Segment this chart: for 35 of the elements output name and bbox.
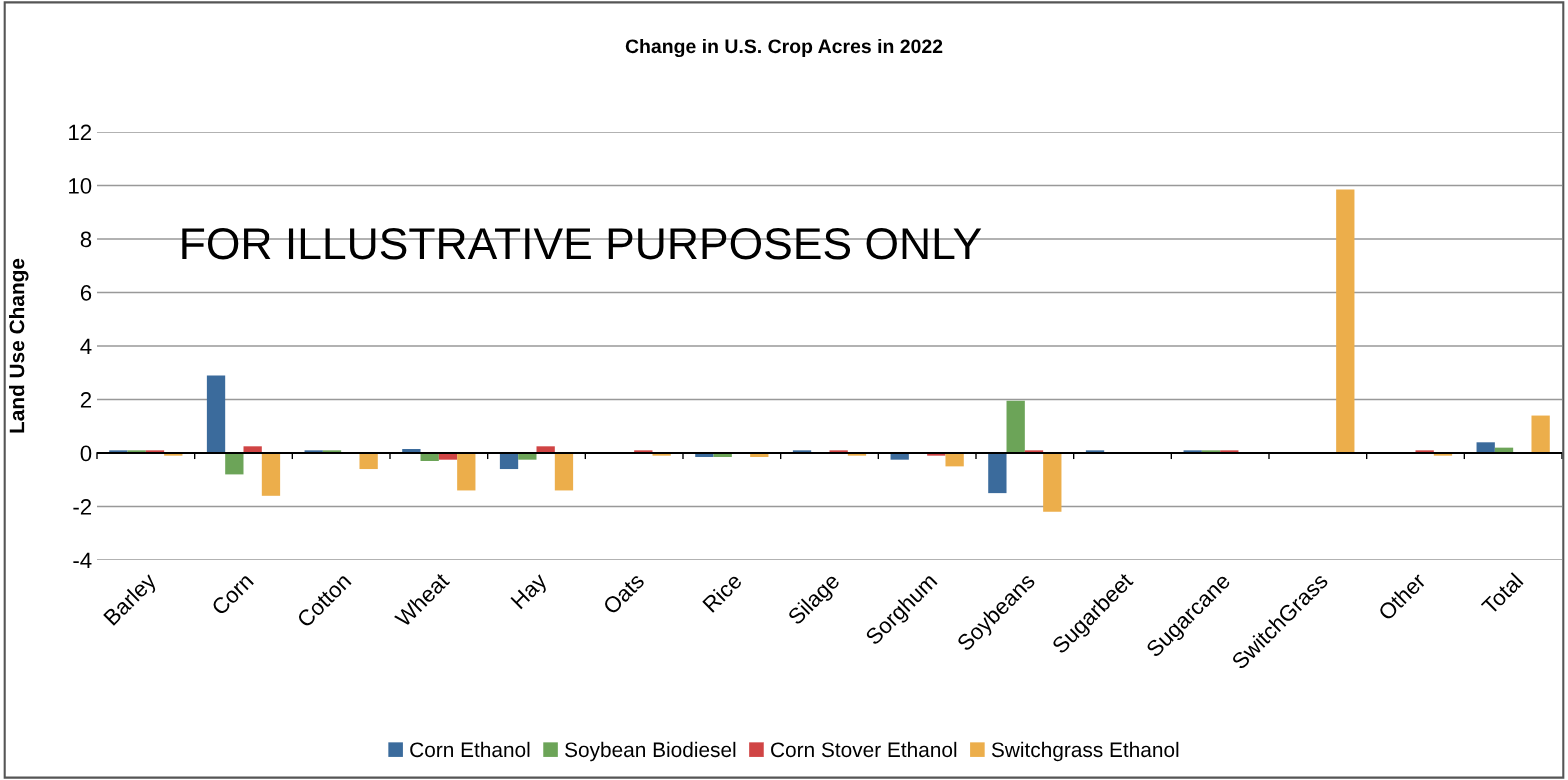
- x-tick-label: Hay: [510, 571, 552, 613]
- annotation: FOR ILLUSTRATIVE PURPOSES ONLY: [182, 228, 982, 260]
- y-tick-label: -4: [73, 552, 92, 569]
- chart-title: Change in U.S. Crop Acres in 2022: [625, 38, 943, 58]
- x-tick-label: Oats: [602, 572, 646, 616]
- legend-label: Corn Stover Ethanol: [771, 741, 957, 758]
- bar: [1336, 189, 1355, 453]
- y-tick-label: 4: [80, 338, 92, 355]
- bar: [261, 453, 281, 496]
- bar: [554, 453, 574, 491]
- y-tick-label: -2: [73, 499, 92, 515]
- y-tick-label: 8: [80, 231, 92, 248]
- bar: [499, 453, 519, 470]
- legend-label: Corn Ethanol: [410, 741, 530, 758]
- y-axis-title: Land Use Change: [9, 258, 29, 433]
- bar: [1476, 442, 1495, 453]
- bar: [1006, 400, 1025, 453]
- x-tick-label: Rice: [701, 571, 743, 613]
- legend-label: Soybean Biodiesel: [565, 741, 736, 762]
- y-tick-label: 0: [80, 445, 92, 462]
- x-tick-label: Corn: [210, 572, 255, 616]
- y-tick-label: 2: [80, 392, 92, 408]
- bar: [206, 375, 226, 453]
- bar: [518, 453, 537, 460]
- legend-label: Switchgrass Ethanol: [991, 741, 1179, 762]
- bar: [1043, 453, 1062, 512]
- bar: [988, 453, 1007, 494]
- bar: [225, 453, 244, 475]
- y-tick-label: 12: [69, 124, 92, 141]
- bar: [457, 453, 476, 491]
- bar: [1531, 415, 1550, 453]
- bar: [945, 453, 964, 467]
- y-tick-label: 6: [80, 285, 92, 301]
- bar: [359, 453, 378, 470]
- y-tick-label: 10: [69, 178, 92, 194]
